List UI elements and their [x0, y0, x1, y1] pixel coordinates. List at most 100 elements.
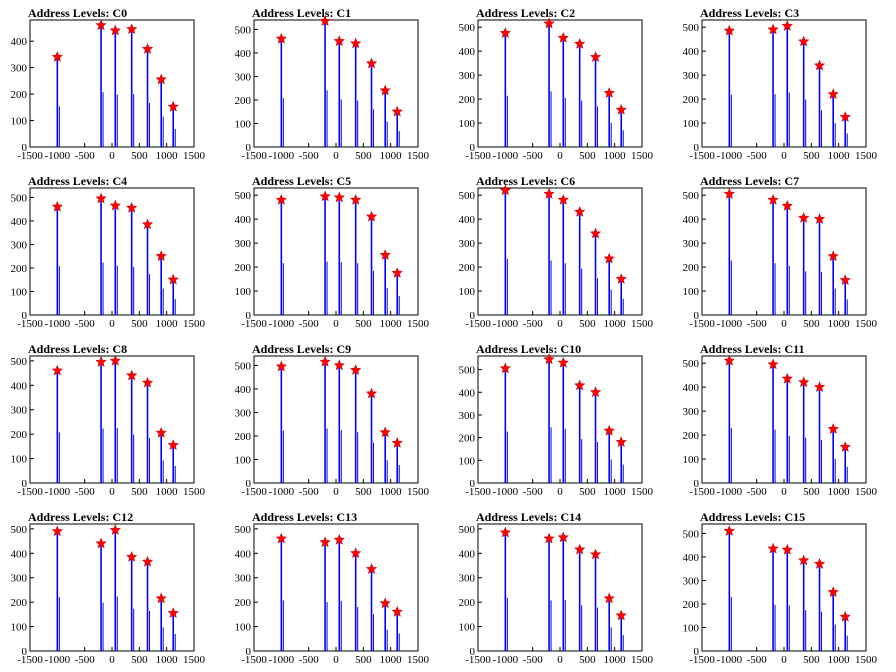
peak-marker: [167, 273, 179, 285]
x-tick-label: 0: [109, 150, 115, 162]
x-tick-label: 1000: [156, 486, 179, 498]
peak-marker: [603, 252, 615, 264]
peak-marker: [319, 15, 331, 27]
peak-marker: [365, 387, 378, 399]
y-tick-label: 400: [235, 48, 252, 60]
y-tick-label: 400: [459, 548, 476, 560]
x-tick-label: -1500: [17, 486, 43, 498]
plot-frame: [29, 523, 195, 652]
y-tick-label: 0: [246, 478, 252, 490]
x-tick-label: 1000: [380, 150, 403, 162]
peak-marker: [543, 532, 555, 544]
x-tick-label: 500: [355, 486, 372, 498]
y-tick-label: 400: [459, 46, 476, 58]
plot-frame: [253, 355, 419, 484]
chart-panel-15: Address Levels: C15 0 100 200 300 400 500 -1500…: [683, 510, 878, 666]
peak-marker: [109, 524, 122, 535]
y-tick-label: 300: [459, 70, 476, 82]
peak-marker: [391, 267, 403, 278]
x-tick-label: 1500: [183, 654, 206, 666]
x-tick-label: -1000: [44, 486, 70, 498]
x-tick-label: 500: [579, 150, 596, 162]
y-tick-label: 400: [683, 214, 700, 226]
chart-panel-11: Address Levels: C11 0 100 200 300 400 500 -1500…: [683, 342, 878, 498]
x-tick-label: -500: [523, 486, 544, 498]
x-tick-label: -500: [747, 318, 768, 330]
chart-title: Address Levels: C1: [252, 6, 351, 20]
x-tick-label: 0: [557, 150, 563, 162]
peak-marker: [557, 531, 570, 543]
x-tick-label: -1000: [716, 486, 742, 498]
y-tick-label: 200: [11, 263, 28, 275]
y-tick-label: 400: [459, 214, 476, 226]
plot-frame: [701, 19, 867, 148]
x-tick-label: -500: [75, 486, 96, 498]
x-tick-label: 500: [355, 654, 372, 666]
peak-marker: [125, 23, 138, 35]
chart-panel-3: Address Levels: C30100200300400500-1500-…: [683, 6, 878, 162]
y-tick-label: 0: [470, 310, 476, 322]
peak-marker: [319, 536, 331, 548]
peak-marker: [349, 364, 362, 375]
peak-marker: [781, 372, 794, 384]
x-tick-label: 500: [131, 150, 148, 162]
x-tick-label: 1000: [380, 318, 403, 330]
x-tick-label: -1500: [465, 150, 491, 162]
peak-marker: [543, 17, 555, 29]
peak-marker: [333, 359, 346, 371]
y-tick-label: 400: [235, 548, 252, 560]
x-tick-label: -1500: [241, 318, 267, 330]
chart-title: Address Levels: C13: [252, 510, 357, 524]
y-tick-label: 0: [694, 478, 700, 490]
y-tick-label: 400: [683, 552, 700, 564]
peak-marker: [615, 436, 627, 448]
plot-frame: [477, 187, 643, 316]
chart-panel-2: Address Levels: C20100200300400500-1500-…: [459, 6, 654, 162]
chart-title: Address Levels: C15: [700, 510, 805, 524]
peak-marker: [797, 35, 810, 47]
x-tick-label: 1500: [407, 318, 430, 330]
chart-title: Address Levels: C4: [28, 174, 127, 188]
x-tick-label: -1500: [689, 486, 715, 498]
peak-marker: [365, 57, 378, 69]
x-tick-label: -500: [299, 654, 320, 666]
peak-marker: [589, 548, 602, 560]
x-tick-label: 0: [557, 318, 563, 330]
peak-marker: [499, 362, 512, 374]
x-tick-label: 500: [803, 654, 820, 666]
peak-marker: [813, 381, 826, 393]
peak-marker: [767, 358, 779, 370]
y-tick-label: 300: [11, 63, 28, 75]
x-tick-label: 0: [109, 654, 115, 666]
peak-marker: [603, 592, 615, 604]
x-tick-label: 1500: [631, 150, 654, 162]
x-tick-label: -500: [523, 318, 544, 330]
y-tick-label: 500: [459, 190, 476, 202]
peak-marker: [827, 250, 839, 262]
x-tick-label: -1500: [17, 150, 43, 162]
peak-marker: [167, 100, 179, 112]
peak-marker: [51, 50, 64, 62]
x-tick-label: 500: [803, 486, 820, 498]
x-tick-label: 1500: [855, 318, 878, 330]
peak-marker: [155, 592, 167, 604]
peak-marker: [95, 192, 107, 204]
x-tick-label: -1000: [716, 318, 742, 330]
chart-title: Address Levels: C14: [476, 510, 581, 524]
peak-marker: [839, 441, 851, 452]
y-tick-label: 300: [683, 70, 700, 82]
x-tick-label: 0: [333, 654, 339, 666]
peak-marker: [167, 439, 179, 451]
y-tick-label: 0: [22, 142, 28, 154]
y-tick-label: 100: [11, 286, 28, 298]
x-tick-label: 500: [131, 486, 148, 498]
x-tick-label: -1000: [492, 318, 518, 330]
peak-marker: [797, 554, 810, 566]
chart-panel-12: Address Levels: C12 0 100 200 300 400 500 -1500…: [11, 510, 206, 666]
peak-marker: [51, 200, 64, 212]
x-tick-label: 1500: [631, 318, 654, 330]
x-tick-label: 0: [333, 150, 339, 162]
y-tick-label: 400: [11, 380, 28, 392]
x-tick-label: 500: [803, 318, 820, 330]
peak-marker: [557, 193, 570, 205]
